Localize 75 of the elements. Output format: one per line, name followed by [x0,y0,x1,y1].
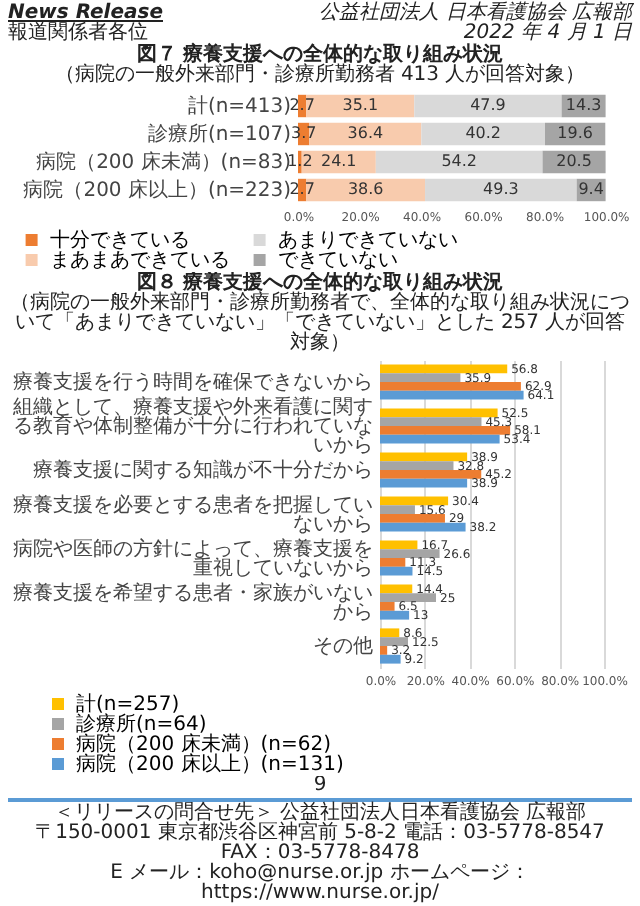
chart-subtitle: （病院の一般外来部門・診療所勤務者 413 人が回答対象） [52,64,588,86]
legend-label: できていない [277,250,398,272]
bar [380,390,524,400]
legend-label: まあまあできている [49,250,230,272]
data-label: 9.4 [578,180,604,198]
data-label: 35.1 [342,96,379,114]
text: 報道関係者各位 [8,22,150,44]
text: 〒150-0001 東京都渋谷区神宮前 5-8-2 電話：03-5778-8547 FAX：03-5778-8478 [33,822,607,864]
y-tick-label: 療養支援を必要とする患者を把握していないから [13,492,373,536]
text: E メール：koho@nurse.or.jp ホームページ：https://www.nurse.or.jp/ [108,862,532,904]
legend-label: 計(n=257) [76,692,180,716]
bar [380,602,395,611]
bar [380,628,400,638]
y-tick-label: 病院や医師の方針によって、療養支援を重視していないから [13,536,373,580]
bar [380,558,406,567]
data-label: 24.1 [320,152,357,170]
text: News Release [8,2,163,24]
y-tick-label: 病院（200 床以上）(n=223) [23,178,292,202]
y-tick-label: 療養支援を行う時間を確保できないから [13,370,373,394]
data-label: 54.2 [441,152,477,170]
bar [380,417,482,426]
chart-title: 図７ 療養支援への全体的な取り組み状況 [134,44,504,66]
y-tick-label: 療養支援に関する知識が不十分だから [33,458,373,482]
bar [380,434,500,444]
bar [380,364,508,374]
legend-label: 病院（200 床以上）(n=131) [76,752,344,776]
data-label: 19.6 [557,124,593,142]
legend-label: 診療所(n=64) [76,712,207,736]
data-label: 38.6 [347,180,384,198]
bar [380,593,436,602]
text: 9 [311,774,329,796]
data-label: 49.3 [483,180,519,198]
data-label: 14.3 [565,96,602,114]
bar [380,408,498,418]
bar [380,549,440,558]
y-tick-label: 組織として、療養支援や外来看護に関する教育や体制整備が十分に行われていないから [11,395,373,457]
bar [380,505,415,514]
chart-title: 図８ 療養支援への全体的な取り組み状況 [136,272,504,294]
bar [375,150,543,174]
data-label: 20.5 [556,152,592,170]
bar [380,426,511,435]
y-tick-label: 計(n=413) [187,94,292,118]
bar [380,540,418,550]
y-tick-label: 療養支援を希望する患者・家族がいないから [13,580,373,624]
data-label: 40.2 [465,124,501,142]
bar [380,566,413,576]
text: ＜リリースの問合せ先＞ 公益社団法人日本看護協会 広報部 [51,802,587,824]
bar [414,94,562,118]
legend-label: あまりできていない [277,230,458,252]
bar [380,382,521,391]
bar [380,452,468,462]
legend-label: 十分できている [49,228,190,252]
y-tick-label: 診療所(n=107) [147,122,292,146]
bar [380,646,388,655]
bar [425,178,577,202]
bar [380,470,482,479]
chart-subtitle: （病院の一般外来部門・診療所勤務者で、全体的な取り組み状況について「あまりできていない」「できていない」とした 257 人が回答対象） [8,292,632,354]
bar [380,637,408,646]
data-label: 47.9 [470,96,506,114]
y-tick-label: その他 [313,634,373,658]
bar [380,654,401,664]
bar [380,514,445,523]
bar [380,461,454,470]
data-label: 36.4 [347,124,384,142]
y-tick-label: 病院（200 床未満）(n=83) [36,150,292,174]
bar [421,122,545,146]
bar [380,522,466,532]
bar [380,610,410,620]
bar [380,584,413,594]
bar [380,496,449,506]
text: 公益社団法人 日本看護協会 広報部 [319,2,632,24]
legend-label: 病院（200 床未満）(n=62) [76,732,332,756]
text: 2022 年 4 月 1 日 [463,22,632,44]
bar [380,373,461,382]
bar [380,478,468,488]
